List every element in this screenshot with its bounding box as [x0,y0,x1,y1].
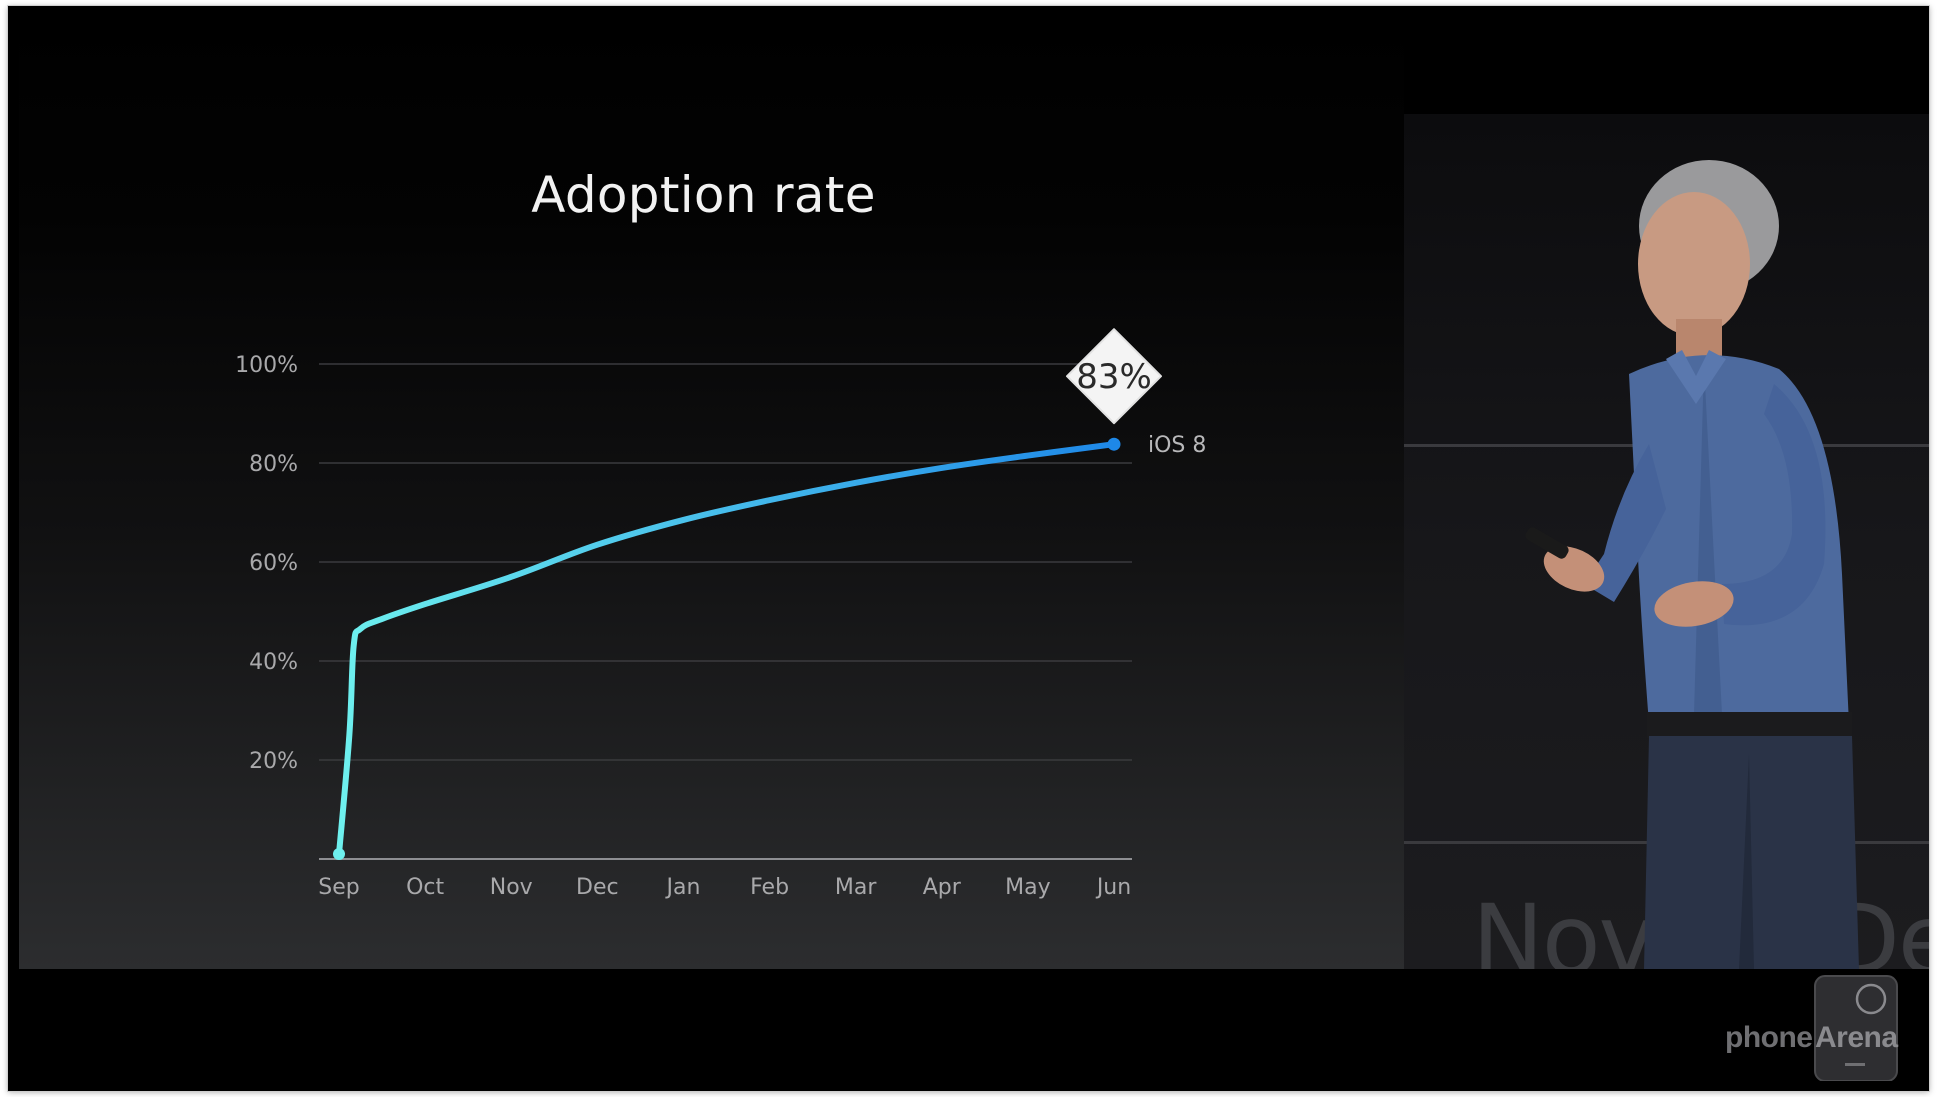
x-tick-label: Dec [576,875,619,900]
watermark: phone Arena [1723,951,1923,1081]
x-tick-label: Feb [750,875,789,900]
phone-icon [1814,975,1898,1081]
callout-value: 83% [1076,357,1152,397]
x-axis: Sep Oct Nov Dec Jan Feb Mar Apr May Jun [318,858,1132,900]
y-tick-label: 80% [249,452,298,477]
adoption-chart: 20% 40% 60% 80% 100% Sep Oct Nov Dec Jan Feb Mar Ap… [235,328,1206,900]
watermark-brand-phone: phone [1725,1021,1813,1054]
series-layer: iOS 8 [333,433,1206,861]
callout-diamond [1066,328,1162,425]
x-tick-label: Jun [1095,875,1131,900]
watermark-brand-arena: Arena [1815,1021,1898,1054]
x-tick-label: Oct [406,875,444,900]
y-tick-label: 20% [249,749,298,774]
video-frame: Adoption rate 20% 40% 60% 80% 100% Sep Oct Nov… [8,6,1929,1091]
x-tick-label: Nov [490,875,533,900]
x-tick-label: Jan [664,875,700,900]
y-axis: 20% 40% 60% 80% 100% [235,353,298,774]
x-tick-label: Mar [835,875,877,900]
presenter-camera-view: Nov De [1404,114,1929,969]
callout: 83% [1066,328,1162,425]
y-tick-label: 40% [249,650,298,675]
y-tick-label: 100% [235,353,298,378]
series-end-point [1107,437,1121,451]
y-tick-label: 60% [249,551,298,576]
x-tick-label: Sep [318,875,359,900]
presentation-slide: Adoption rate 20% 40% 60% 80% 100% Sep Oct Nov… [19,6,1404,969]
chart-title: Adoption rate [531,166,876,224]
stage-background-word: Nov [1472,884,1655,969]
x-tick-label: May [1005,875,1050,900]
series-label: iOS 8 [1148,433,1206,458]
grid-lines [319,363,1132,761]
presenter-figure [1525,160,1859,969]
x-tick-label: Apr [923,875,962,900]
series-line-ios8 [336,441,1117,858]
series-start-point [333,848,345,861]
